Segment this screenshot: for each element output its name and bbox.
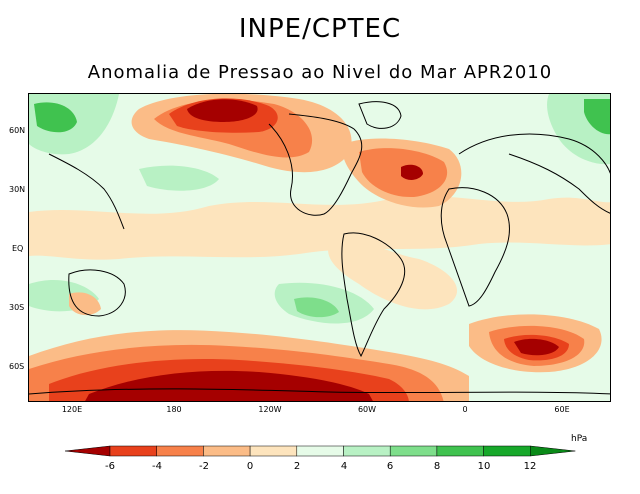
colorbar-tick: -2 xyxy=(199,461,209,472)
colorbar-box xyxy=(156,445,204,457)
lat-label-eq: EQ xyxy=(12,244,24,253)
anomaly-region-spacific-green-core xyxy=(294,297,339,318)
anomaly-region-natlantic-core xyxy=(401,164,423,180)
anomaly-region-pacific-green xyxy=(139,165,219,191)
map-subtitle: Anomalia de Pressao ao Nivel do Mar APR2… xyxy=(87,62,553,83)
lon-label-60w: 60W xyxy=(357,405,377,414)
colorbar xyxy=(0,440,640,464)
anomaly-region-arctic-green-east-core xyxy=(584,99,610,135)
lon-label-180: 180 xyxy=(166,405,182,414)
colorbar-tick: 6 xyxy=(386,461,394,472)
anomaly-region-tropics-tan xyxy=(29,196,610,260)
colorbar-unit: hPa xyxy=(571,434,588,444)
anomaly-region-arctic-green-west-core xyxy=(34,102,77,133)
colorbar-tick: 12 xyxy=(523,461,537,472)
lat-label-30s: 30S xyxy=(9,303,25,312)
colorbar-tick: -6 xyxy=(105,461,115,472)
colorbar-boxes xyxy=(64,445,576,457)
colorbar-tick: 0 xyxy=(246,461,254,472)
colorbar-box xyxy=(436,445,484,457)
lon-label-120e: 120E xyxy=(61,405,83,414)
colorbar-box xyxy=(249,445,298,457)
colorbar-box xyxy=(343,445,391,457)
colorbar-box xyxy=(296,445,344,457)
page-title: INPE/CPTEC xyxy=(238,14,402,44)
colorbar-tick: -4 xyxy=(152,461,162,472)
colorbar-tick: 2 xyxy=(293,461,301,472)
anomaly-region-atlantic-tan xyxy=(328,241,458,310)
colorbar-tick: 8 xyxy=(433,461,441,472)
lon-label-60e: 60E xyxy=(554,405,570,414)
colorbar-tick: 10 xyxy=(477,461,491,472)
coastlines xyxy=(29,101,610,395)
lat-label-30n: 30N xyxy=(9,185,26,194)
lat-label-60n: 60N xyxy=(9,126,26,135)
colorbar-box xyxy=(109,445,157,457)
anomaly-region-southern-core xyxy=(85,370,373,401)
colorbar-triangle-high xyxy=(530,445,576,457)
lat-label-60s: 60S xyxy=(9,362,25,371)
colorbar-triangle-low xyxy=(64,445,111,457)
colorbar-box xyxy=(389,445,438,457)
lon-label-0: 0 xyxy=(462,405,468,414)
lon-label-120w: 120W xyxy=(258,405,282,414)
colorbar-box xyxy=(483,445,531,457)
colorbar-tick: 4 xyxy=(340,461,348,472)
anomaly-region-sindian-core xyxy=(514,338,559,356)
anomaly-region-npacific-core xyxy=(187,99,258,122)
anomaly-map xyxy=(28,93,611,402)
colorbar-box xyxy=(203,445,251,457)
anomaly-region-australia-neg xyxy=(69,292,101,316)
